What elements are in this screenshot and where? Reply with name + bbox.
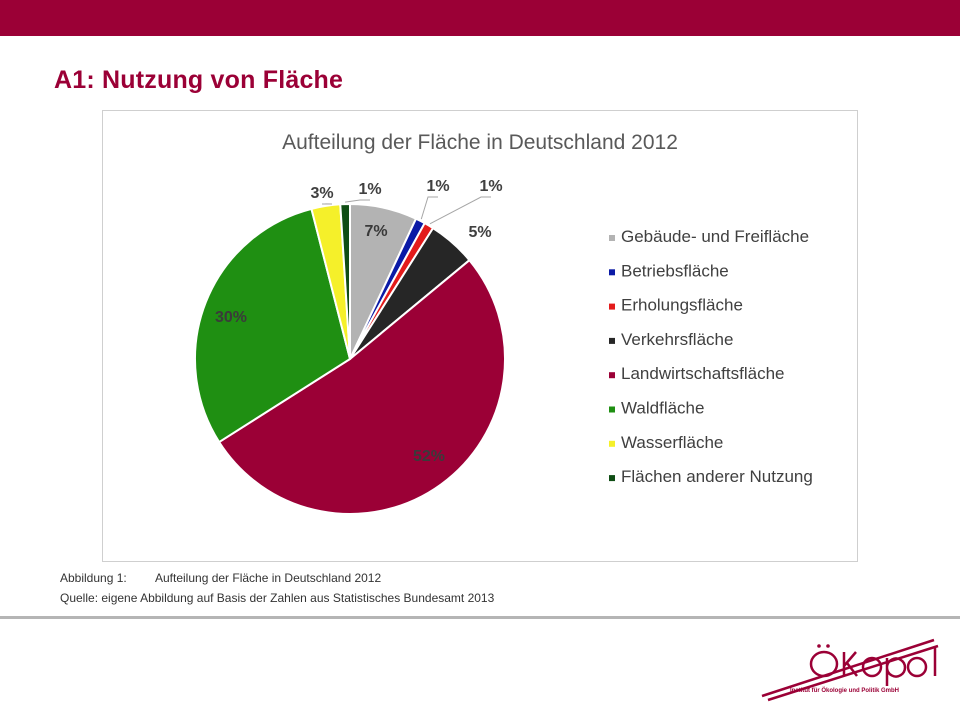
data-label-wasserflaeche: 3% [310, 185, 333, 202]
pie-slice-landwirtschaftsflaeche [217, 258, 506, 515]
chart-frame: Aufteilung der Fläche in Deutschland 201… [102, 110, 858, 562]
source-note: Quelle: eigene Abbildung auf Basis der Z… [60, 591, 495, 605]
legend-label-betriebsflaeche: Betriebsfläche [621, 261, 729, 280]
oekopol-logo [761, 638, 939, 702]
leader-lines [322, 196, 491, 225]
data-label-flaechen-anderer-nutzung: 1% [358, 181, 381, 198]
legend-label-waldflaeche: Waldfläche [621, 399, 704, 418]
legend-swatch-gebaeude-und-freiflaeche [609, 235, 615, 241]
legend-swatch-flaechen-anderer-nutzung [609, 475, 615, 482]
caption-text: Aufteilung der Fläche in Deutschland 201… [155, 571, 382, 585]
data-label-landwirtschaftsflaeche: 52% [413, 448, 445, 465]
legend-label-landwirtschaftsflaeche: Landwirtschaftsfläche [621, 364, 784, 383]
pie-slices [194, 202, 506, 515]
leader-line-erholungsflaeche [429, 196, 491, 225]
pie-slice-flaechen-anderer-nutzung [339, 202, 351, 360]
legend: Gebäude- und Freifläche Betriebsfläche Erh… [609, 227, 813, 486]
logo-subtitle: Institut für Ökologie und Politik GmbH [790, 688, 899, 694]
legend-swatch-verkehrsflaeche [609, 337, 615, 344]
pie-chart: Aufteilung der Fläche in Deutschland 201… [194, 131, 813, 515]
data-label-gebaeude-und-freiflaeche: 7% [364, 223, 387, 240]
legend-swatch-landwirtschaftsflaeche [609, 372, 615, 379]
chart-title: Aufteilung der Fläche in Deutschland 201… [282, 131, 678, 154]
legend-label-erholungsflaeche: Erholungsfläche [621, 296, 743, 315]
data-label-waldflaeche: 30% [215, 309, 247, 326]
legend-label-verkehrsflaeche: Verkehrsfläche [621, 330, 733, 349]
legend-swatch-waldflaeche [609, 406, 615, 413]
legend-swatch-erholungsflaeche [609, 303, 615, 310]
leader-line-betriebsflaeche [420, 196, 438, 220]
legend-swatch-betriebsflaeche [609, 269, 615, 276]
leader-line-flaechen-anderer-nutzung [344, 199, 370, 203]
figure-caption: Abbildung 1: Aufteilung der Fläche in Deu… [60, 571, 381, 585]
slide-title: A1: Nutzung von Fläche [54, 66, 344, 94]
legend-label-wasserflaeche: Wasserfläche [621, 433, 723, 452]
data-label-betriebsflaeche: 1% [426, 178, 449, 195]
data-labels: 7% 1% 1% 5% 52% 30% 3% 1% [215, 178, 503, 465]
bottom-divider [0, 616, 960, 619]
top-banner [0, 0, 960, 36]
legend-label-gebaeude-und-freiflaeche: Gebäude- und Freifläche [621, 227, 809, 246]
caption-prefix: Abbildung 1: [60, 571, 127, 585]
data-label-verkehrsflaeche: 5% [468, 224, 491, 241]
legend-label-flaechen-anderer-nutzung: Flächen anderer Nutzung [621, 467, 813, 486]
pie-slice-waldflaeche [194, 207, 352, 444]
data-label-erholungsflaeche: 1% [479, 178, 502, 195]
legend-swatch-wasserflaeche [609, 440, 615, 447]
